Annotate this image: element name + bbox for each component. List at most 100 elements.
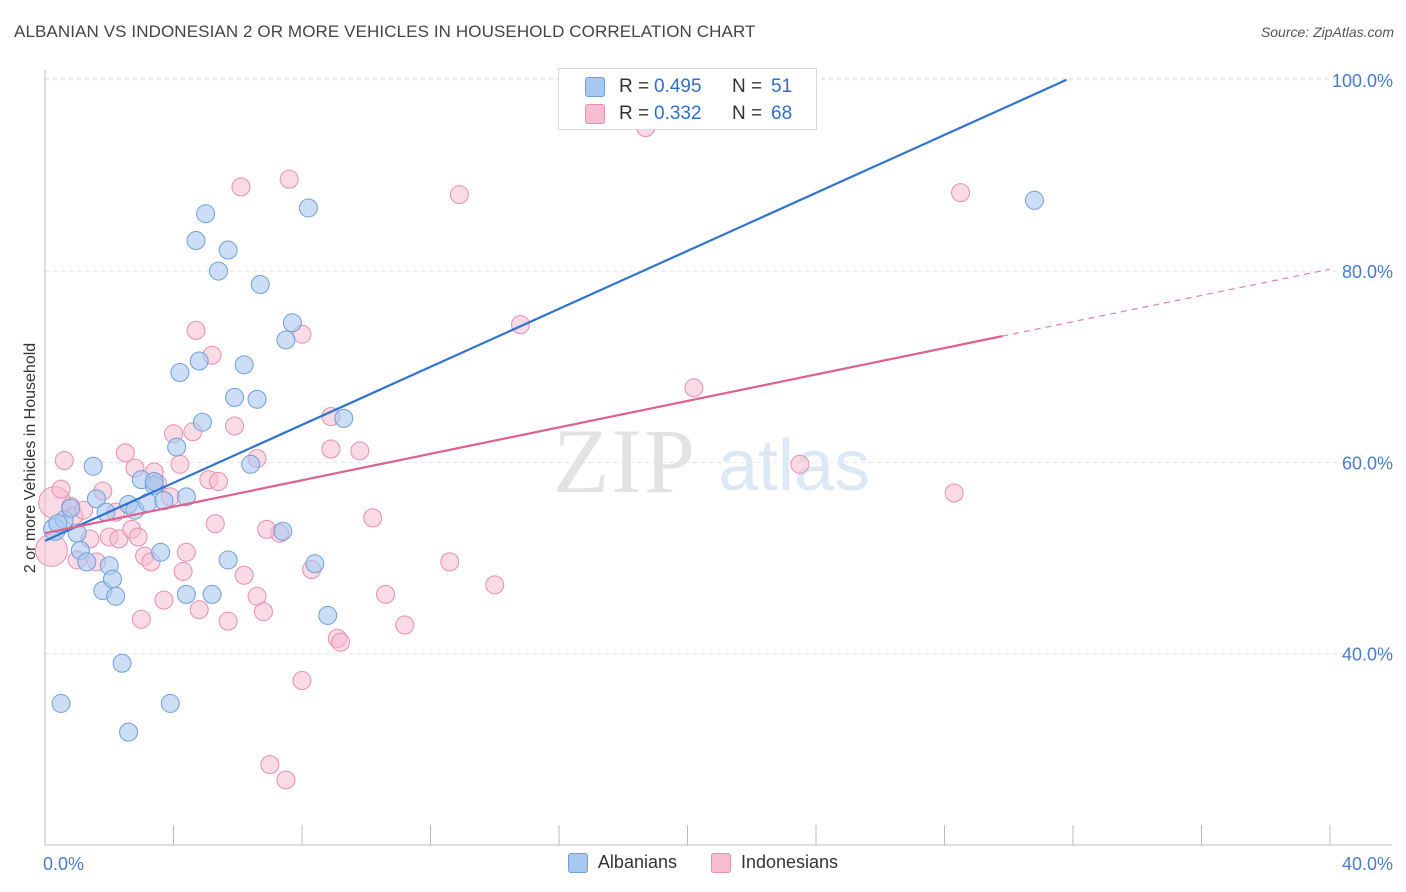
albanians-point xyxy=(83,456,103,476)
albanians-point xyxy=(234,355,254,375)
indonesians-point xyxy=(944,483,964,503)
indonesians-point xyxy=(440,552,460,572)
x-tick-label-min: 0.0% xyxy=(43,854,84,874)
tick-labels: 40.0% 60.0% 80.0% 100.0% 0.0% 40.0% xyxy=(43,71,1393,874)
albanians-point xyxy=(276,330,296,350)
albanians-point xyxy=(318,605,338,625)
albanians-point xyxy=(167,437,187,457)
albanians-point xyxy=(102,569,122,589)
trend-lines xyxy=(44,78,1331,542)
albanians-point xyxy=(176,487,196,507)
albanians-point xyxy=(247,389,267,409)
indonesians-point xyxy=(321,439,341,459)
indonesians-point xyxy=(331,632,351,652)
albanians-point xyxy=(77,552,97,572)
albanians-trend-line xyxy=(44,78,1068,542)
indonesians-point xyxy=(276,770,296,790)
indonesians-point xyxy=(208,472,228,492)
indonesians-n-value: 68 xyxy=(771,103,793,124)
albanians-point xyxy=(51,693,71,713)
x-tick-label-max: 40.0% xyxy=(1342,854,1393,874)
albanians-legend-swatch xyxy=(567,852,588,873)
albanians-points xyxy=(43,190,1044,742)
chart-title: ALBANIAN VS INDONESIAN 2 OR MORE VEHICLE… xyxy=(14,22,756,41)
indonesians-swatch xyxy=(585,104,605,124)
axes xyxy=(44,70,1392,846)
albanians-point xyxy=(170,362,190,382)
indonesians-point xyxy=(225,416,245,436)
albanians-point xyxy=(186,230,206,250)
albanians-point xyxy=(196,204,216,224)
albanians-point xyxy=(119,722,139,742)
indonesians-point xyxy=(363,508,383,528)
indonesians-point xyxy=(186,320,206,340)
indonesians-point xyxy=(279,169,299,189)
albanians-point xyxy=(192,412,212,432)
indonesians-point xyxy=(350,441,370,461)
albanians-swatch xyxy=(585,77,605,97)
indonesians-trend-extension xyxy=(1002,268,1331,337)
legend-item-indonesians[interactable]: Indonesians xyxy=(710,852,838,873)
albanians-point xyxy=(202,584,222,604)
albanians-point xyxy=(225,387,245,407)
y-tick-label-60: 60.0% xyxy=(1342,453,1393,473)
albanians-point xyxy=(334,408,354,428)
indonesians-point xyxy=(292,670,312,690)
indonesians-point xyxy=(218,611,238,631)
watermark-zip: ZIP xyxy=(553,410,697,512)
bottom-legend: Albanians Indonesians xyxy=(0,852,1406,873)
y-tick-label-80: 80.0% xyxy=(1342,262,1393,282)
albanians-point xyxy=(61,498,81,518)
indonesians-point xyxy=(260,755,280,775)
albanians-point xyxy=(298,198,318,218)
indonesians-point xyxy=(154,590,174,610)
albanians-r-value: 0.495 xyxy=(654,76,702,97)
indonesians-point xyxy=(485,575,505,595)
stats-legend: R = 0.495 N = 51 R = 0.332 N = 68 xyxy=(558,68,817,130)
albanians-n-value: 51 xyxy=(771,76,793,97)
indonesians-point xyxy=(54,450,74,470)
indonesians-point xyxy=(257,519,277,539)
albanians-point xyxy=(160,693,180,713)
indonesians-point xyxy=(231,177,251,197)
albanians-point xyxy=(176,584,196,604)
indonesians-point xyxy=(510,315,530,335)
albanians-point xyxy=(282,313,302,333)
albanians-point xyxy=(112,653,132,673)
albanians-point xyxy=(273,521,293,541)
indonesians-point xyxy=(173,561,193,581)
albanians-point xyxy=(241,454,261,474)
indonesians-r-value: 0.332 xyxy=(654,103,702,124)
albanians-point xyxy=(208,261,228,281)
legend-label-albanians: Albanians xyxy=(597,852,677,872)
indonesians-point xyxy=(115,443,135,463)
indonesians-point xyxy=(951,183,971,203)
indonesians-point xyxy=(176,542,196,562)
albanians-point xyxy=(218,240,238,260)
indonesians-point xyxy=(395,615,415,635)
source-credit: Source: ZipAtlas.com xyxy=(1260,24,1394,40)
indonesians-point xyxy=(790,454,810,474)
indonesians-point xyxy=(131,609,151,629)
y-tick-label-40: 40.0% xyxy=(1342,645,1393,665)
indonesians-r-label: R = xyxy=(619,103,650,124)
indonesians-point xyxy=(449,185,469,205)
albanians-point xyxy=(250,274,270,294)
albanians-point xyxy=(48,514,68,534)
albanians-point xyxy=(106,586,126,606)
legend-item-albanians[interactable]: Albanians xyxy=(567,852,677,873)
indonesians-trend-line xyxy=(44,335,1003,535)
albanians-r-label: R = xyxy=(619,76,650,97)
watermark: ZIP atlas xyxy=(553,410,870,512)
albanians-point xyxy=(189,351,209,371)
indonesians-n-label: N = xyxy=(732,103,763,124)
indonesians-point xyxy=(253,602,273,622)
indonesians-point xyxy=(376,584,396,604)
indonesians-point xyxy=(109,529,129,549)
albanians-point xyxy=(305,554,325,574)
y-tick-label-100: 100.0% xyxy=(1332,71,1393,91)
indonesians-point xyxy=(205,514,225,534)
indonesians-point xyxy=(51,479,71,499)
indonesians-point xyxy=(128,527,148,547)
